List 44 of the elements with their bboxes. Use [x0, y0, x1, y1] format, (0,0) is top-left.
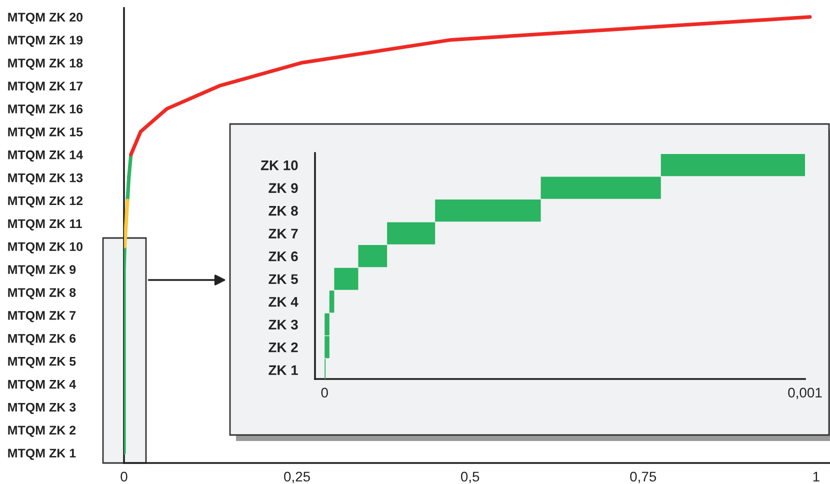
y-tick-label: MTQM ZK 9: [8, 265, 76, 276]
y-tick-label: MTQM ZK 5: [8, 356, 76, 368]
x-tick-label: 0: [120, 472, 128, 482]
y-tick-label: MTQM ZK 13: [8, 173, 83, 185]
y-tick-label: MTQM ZK 3: [8, 402, 76, 414]
y-tick-label: MTQM ZK 2: [8, 426, 76, 437]
bar: [387, 222, 436, 244]
y-tick-label: ZK 3: [268, 320, 298, 330]
y-tick-label: ZK 4: [268, 297, 298, 307]
bar: [540, 176, 661, 199]
y-tick-label: MTQM ZK 1: [8, 448, 76, 460]
y-tick-label: MTQM ZK 18: [8, 58, 83, 70]
x-tick-label: 1: [813, 472, 820, 482]
y-tick-label: ZK 5: [268, 274, 298, 284]
y-tick-label: ZK 7: [268, 228, 298, 238]
y-tick-label: ZK 9: [268, 183, 298, 193]
y-tick-label: MTQM ZK 8: [8, 288, 76, 300]
bar: [358, 245, 388, 268]
bar: [334, 268, 358, 290]
y-tick-label: MTQM ZK 11: [8, 219, 82, 230]
y-tick-label: ZK 6: [268, 251, 298, 262]
y-tick-label: MTQM ZK 12: [8, 196, 83, 208]
y-tick-label: ZK 1: [268, 365, 298, 375]
y-tick-label: ZK 8: [268, 206, 298, 216]
y-tick-label: MTQM ZK 19: [8, 36, 83, 47]
x-tick-label: 0,001: [788, 388, 822, 400]
y-tick-label: MTQM ZK 14: [8, 150, 83, 162]
y-tick-label: MTQM ZK 20: [8, 12, 83, 24]
x-tick-label: 0,75: [630, 472, 656, 484]
x-tick-label: 0: [321, 388, 328, 398]
bar: [660, 154, 805, 176]
y-tick-label: MTQM ZK 6: [8, 334, 76, 346]
y-tick-label: MTQM ZK 15: [8, 127, 83, 139]
bar: [329, 290, 334, 313]
y-tick-label: MTQM ZK 16: [8, 104, 83, 116]
y-tick-label: MTQM ZK 10: [8, 242, 83, 254]
y-tick-label: MTQM ZK 4: [8, 380, 76, 392]
bar: [435, 200, 541, 222]
y-tick-label: ZK 10: [260, 160, 298, 170]
x-tick-label: 0,5: [460, 472, 480, 484]
y-tick-label: MTQM ZK 17: [8, 82, 82, 93]
x-tick-label: 0,25: [284, 472, 310, 484]
y-tick-label: ZK 2: [268, 342, 298, 352]
y-tick-label: MTQM ZK 7: [8, 311, 76, 322]
